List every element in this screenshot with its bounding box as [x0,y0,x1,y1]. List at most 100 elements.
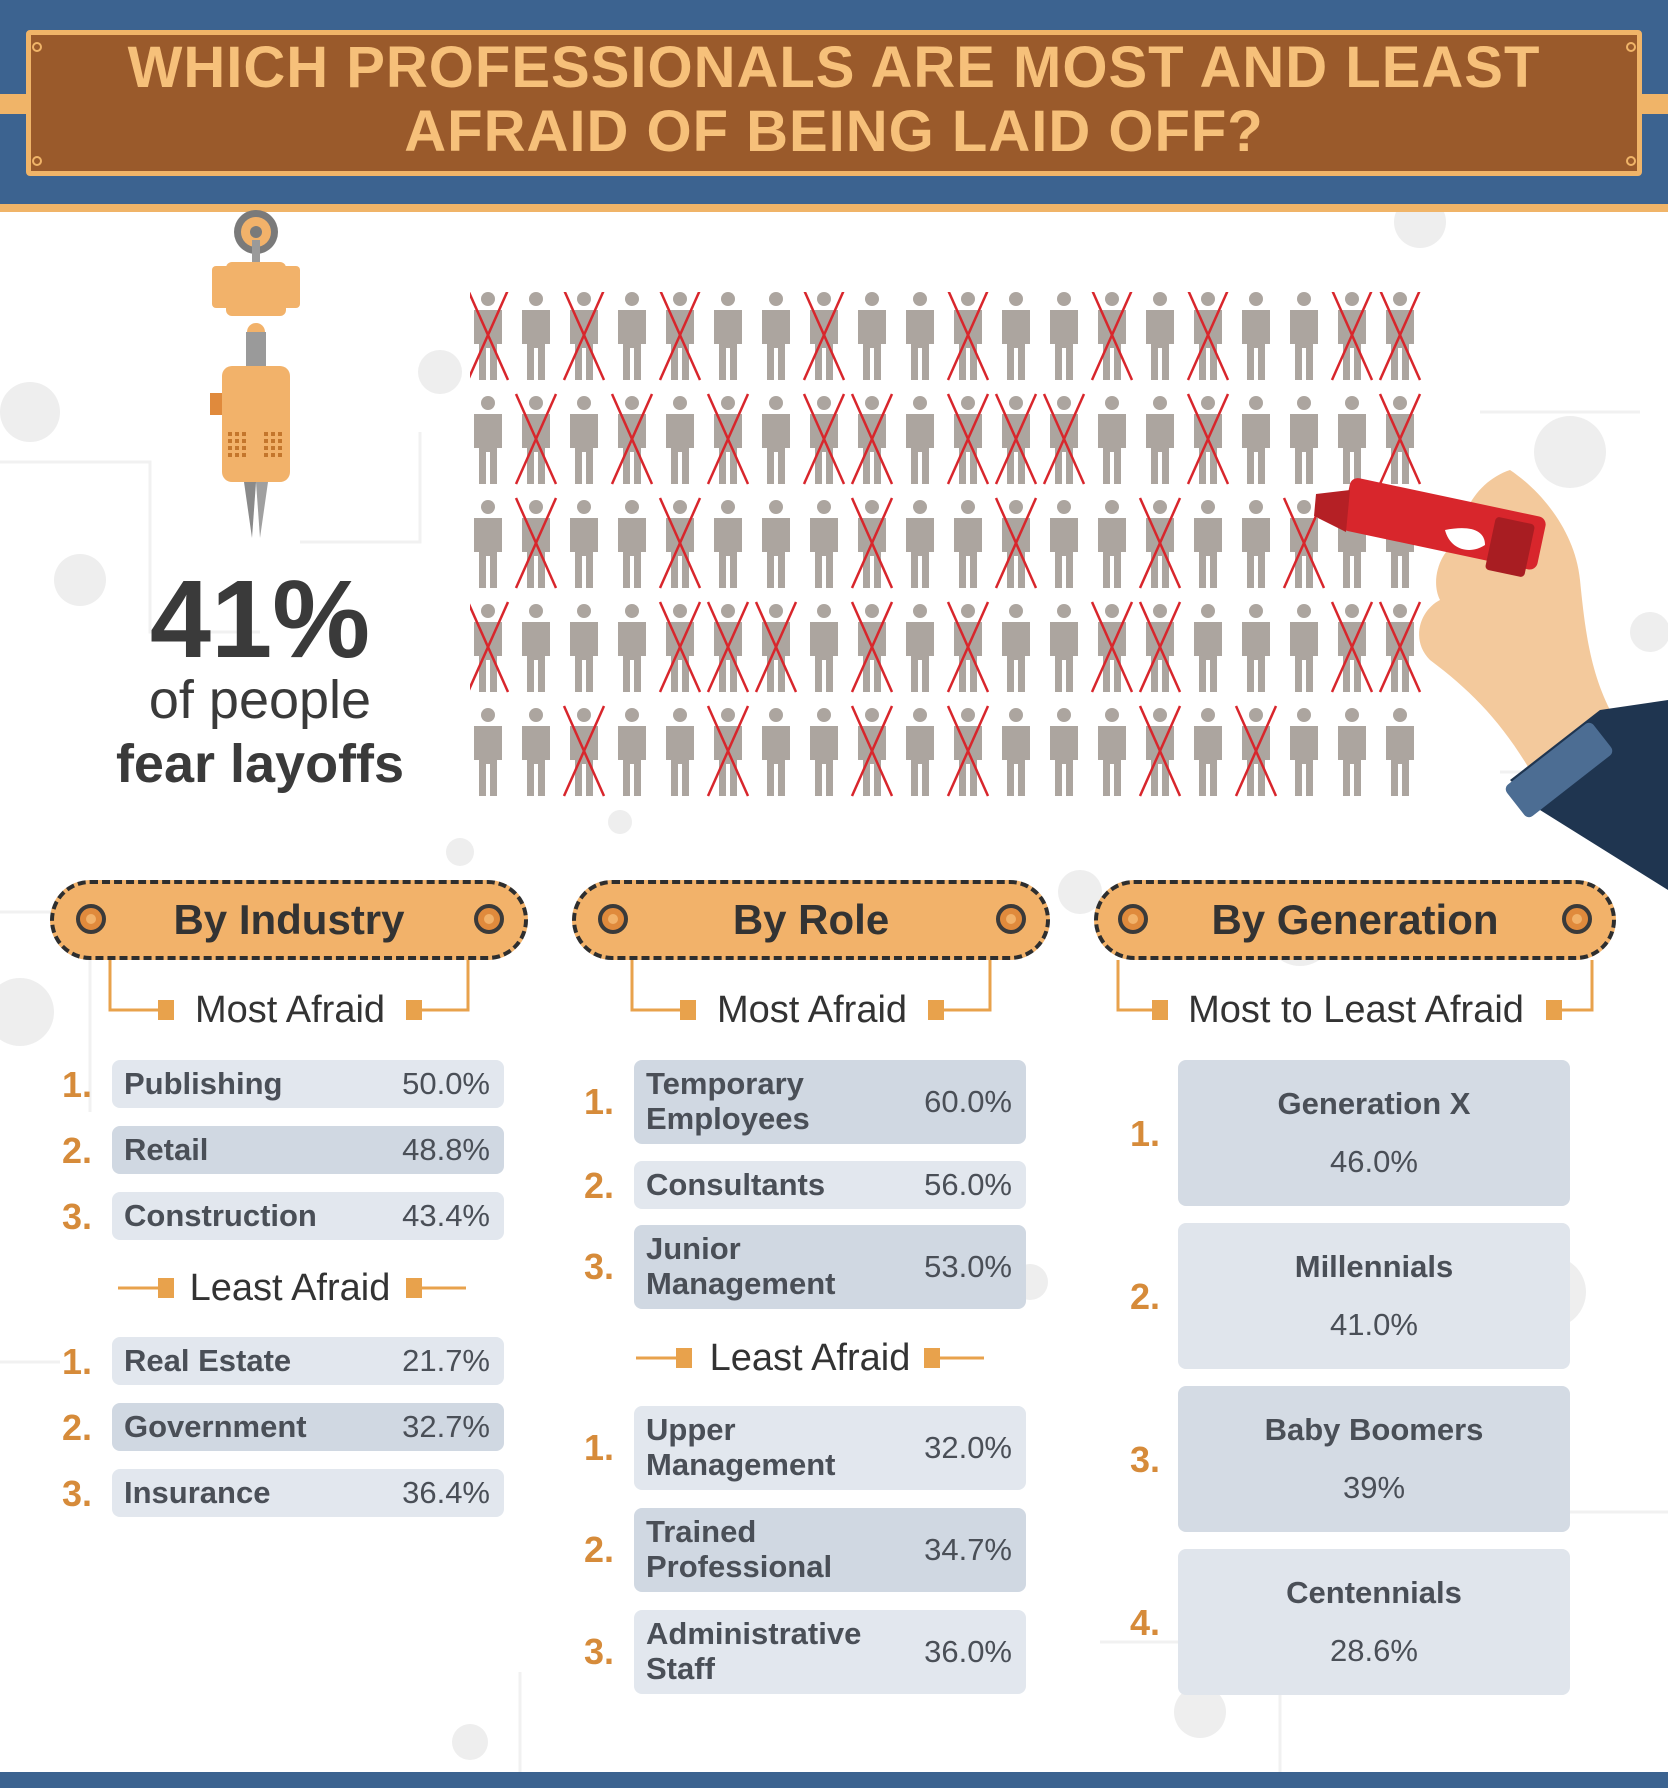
row-name-line-1: Consultants [646,1167,826,1202]
rank-number: 1. [584,1081,615,1122]
person-crossed-icon [658,292,702,381]
person-crossed-icon [470,601,510,693]
role-most-label: Most Afraid [716,989,908,1031]
table-row: Temporary Employees 60.0% [634,1060,1026,1144]
person-crossed-icon [1138,705,1182,797]
person-icon [906,292,934,380]
person-crossed-icon [994,497,1038,589]
person-icon [1290,604,1318,692]
person-icon [1242,604,1270,692]
knob-icon [1562,904,1592,934]
person-icon [858,292,886,380]
rank-number: 3. [1130,1439,1161,1480]
generation-name: Generation X [1277,1086,1471,1121]
row-value: 56.0% [924,1167,1012,1202]
row-value: 60.0% [924,1084,1012,1119]
person-crossed-icon [802,393,846,485]
least-divider [118,1278,466,1298]
knob-icon [598,904,628,934]
rank-number: 1. [584,1427,615,1468]
person-crossed-icon [946,705,990,797]
person-crossed-icon [610,393,654,485]
person-icon [618,708,646,796]
headline-line-1: of people [148,670,372,730]
person-icon [1050,604,1078,692]
row-name: Retail [124,1132,209,1167]
generation-header: By Generation [1094,880,1616,960]
person-icon [1098,396,1126,484]
role-header: By Role [572,880,1050,960]
person-icon [762,500,790,588]
person-icon [1002,604,1030,692]
rank-number: 2. [584,1529,615,1570]
page-title: WHICH PROFESSIONALS ARE MOST AND LEAST A… [60,36,1608,164]
person-crossed-icon [1090,292,1134,381]
robot-arm-icon [210,210,300,538]
row-name-line-1: Trained [646,1514,757,1549]
person-crossed-icon [1378,292,1422,381]
person-crossed-icon [1378,601,1422,693]
person-crossed-icon [850,705,894,797]
generation-value: 46.0% [1330,1144,1418,1179]
row-name: Insurance [124,1475,271,1510]
row-name-line-1: Administrative [646,1616,862,1651]
person-icon [810,708,838,796]
person-icon [1242,396,1270,484]
generation-name: Millennials [1294,1249,1454,1284]
person-crossed-icon [706,393,750,485]
person-crossed-icon [1330,292,1374,381]
generation-name: Centennials [1286,1575,1462,1610]
person-icon [1050,292,1078,380]
person-icon [714,292,742,380]
table-row: Consultants 56.0% [634,1161,1026,1209]
person-icon [474,500,502,588]
rank-number: 1. [62,1341,93,1382]
person-icon [1194,708,1222,796]
generation-card: Centennials 28.6% [1178,1549,1570,1695]
person-icon [1242,292,1270,380]
rank-number: 4. [1130,1602,1161,1643]
row-name-line-2: Management [646,1447,836,1482]
row-name: Real Estate [124,1343,292,1378]
person-icon [810,604,838,692]
table-row: Administrative Staff 36.0% [634,1610,1026,1694]
table-row: Upper Management 32.0% [634,1406,1026,1490]
person-icon [1194,604,1222,692]
table-row: Insurance 36.4% [112,1469,504,1517]
person-crossed-icon [1042,393,1086,485]
row-value: 34.7% [924,1532,1012,1567]
rivet-icon [1626,42,1636,52]
person-crossed-icon [946,292,990,381]
least-divider [636,1348,984,1368]
person-crossed-icon [850,393,894,485]
person-icon [1098,500,1126,588]
title-line-1: WHICH PROFESSIONALS ARE MOST AND LEAST [127,35,1541,100]
table-row: Junior Management 53.0% [634,1225,1026,1309]
person-crossed-icon [994,393,1038,485]
person-icon [1098,708,1126,796]
person-icon [570,604,598,692]
row-name-line-2: Staff [646,1651,715,1686]
rivet-icon [1626,156,1636,166]
industry-connector [108,960,470,1020]
rank-number: 3. [584,1631,615,1672]
row-value: 53.0% [924,1249,1012,1284]
person-icon [570,500,598,588]
generation-value: 41.0% [1330,1307,1418,1342]
table-row: Construction 43.4% [112,1192,504,1240]
row-name-line-2: Employees [646,1101,810,1136]
row-value: 36.4% [402,1475,490,1510]
role-title: By Role [732,896,890,943]
generation-title: By Generation [1211,896,1499,943]
person-icon [1194,500,1222,588]
row-value: 32.7% [402,1409,490,1444]
rank-number: 1. [62,1064,93,1105]
row-name: Government [124,1409,307,1444]
person-crossed-icon [802,292,846,381]
person-icon [618,500,646,588]
rank-number: 2. [62,1407,93,1448]
table-row: Publishing 50.0% [112,1060,504,1108]
rank-number: 2. [62,1130,93,1171]
row-name: Construction [124,1198,317,1233]
role-least-label: Least Afraid [709,1337,911,1379]
